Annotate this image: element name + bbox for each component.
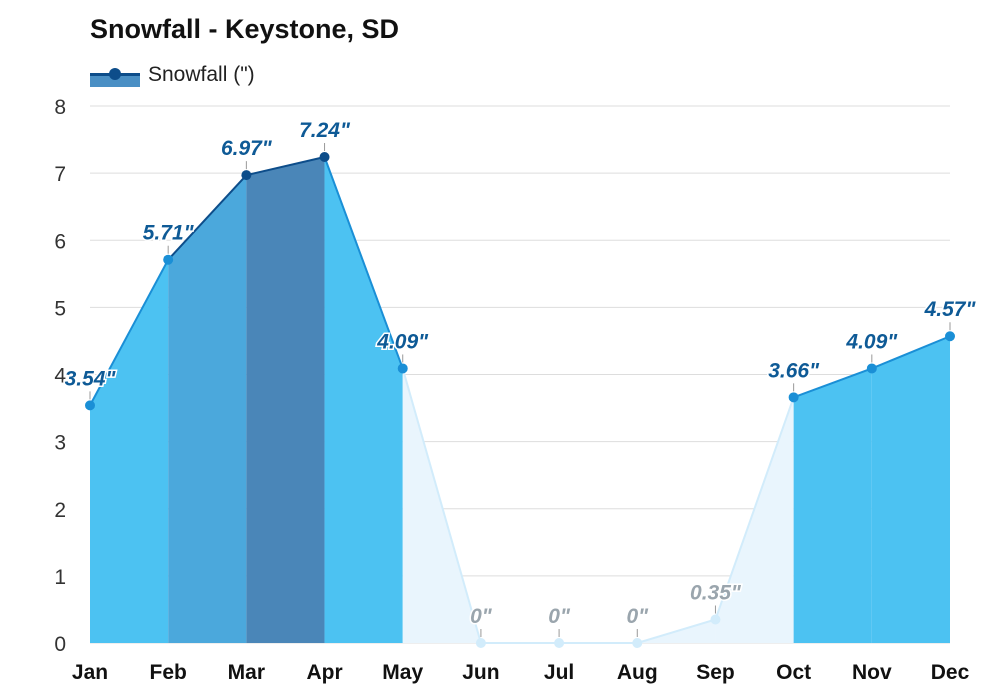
data-point (475, 638, 486, 648)
data-label: 4.09" (376, 330, 429, 353)
data-label: 0" (548, 605, 571, 628)
data-point (554, 638, 565, 648)
area-band (168, 175, 247, 644)
x-tick-label: Jun (462, 661, 499, 684)
series-lines (89, 156, 951, 644)
legend-label: Snowfall (") (148, 63, 255, 86)
data-label: 0" (626, 605, 649, 628)
data-points (85, 143, 955, 648)
area-band (715, 397, 794, 643)
series-line-segment (714, 396, 795, 620)
y-tick-label: 1 (54, 566, 66, 589)
y-axis-ticks: 0 1 2 3 4 5 6 7 8 (54, 96, 66, 656)
data-point (632, 638, 643, 648)
data-point (397, 363, 408, 374)
data-point (163, 254, 174, 265)
y-tick-label: 2 (54, 499, 66, 522)
x-tick-label: Oct (776, 661, 811, 684)
legend-swatch-icon (90, 63, 140, 87)
data-point (866, 363, 877, 374)
y-tick-label: 5 (54, 297, 66, 320)
x-tick-label: Dec (931, 661, 970, 684)
x-tick-label: Nov (852, 661, 892, 684)
y-tick-label: 8 (54, 96, 66, 119)
data-labels: 3.54" 5.71" 6.97" 7.24" 4.09" 0" 0" 0" 0.35" 3.66… (63, 118, 978, 630)
chart-title: Snowfall - Keystone, SD (90, 14, 400, 44)
data-label: 3.54" (65, 367, 117, 390)
data-point (241, 170, 252, 181)
y-tick-label: 6 (54, 230, 66, 253)
series-line-segment (871, 335, 951, 370)
data-label: 5.71" (143, 222, 195, 245)
area-band (246, 157, 325, 643)
series-line-segment (636, 618, 716, 644)
data-point (85, 400, 95, 411)
x-tick-label: May (382, 661, 423, 684)
data-label: 4.09" (845, 330, 898, 353)
x-tick-label: Sep (696, 661, 735, 684)
series-line-segment (167, 174, 248, 261)
data-point (710, 614, 721, 625)
area-band (793, 368, 872, 643)
y-tick-label: 4 (54, 365, 66, 388)
data-label: 6.97" (221, 137, 273, 160)
series-line-segment (401, 368, 482, 644)
x-tick-label: Aug (617, 661, 658, 684)
x-tick-label: Jan (72, 661, 108, 684)
data-label: 0" (470, 605, 493, 628)
legend[interactable]: Snowfall (") (90, 62, 255, 88)
area-band (90, 259, 169, 643)
area-band (324, 157, 403, 643)
series-line-segment (323, 156, 404, 369)
data-point (945, 331, 955, 342)
area-fills (90, 157, 950, 644)
x-tick-label: Mar (228, 661, 265, 684)
y-tick-label: 0 (54, 633, 66, 656)
series-line-segment (246, 156, 325, 177)
y-tick-label: 3 (54, 432, 66, 455)
x-tick-label: Jul (544, 661, 574, 684)
x-tick-label: Feb (150, 661, 187, 684)
series-line-segment (793, 367, 873, 399)
data-label: 7.24" (299, 119, 351, 142)
y-tick-label: 7 (54, 163, 66, 186)
data-label: 0.35" (690, 582, 742, 605)
x-tick-label: Apr (306, 661, 342, 684)
area-band (871, 336, 950, 643)
series-line-segment (89, 259, 170, 406)
data-point (788, 392, 799, 403)
data-label: 4.57" (924, 298, 977, 321)
data-point (319, 152, 330, 163)
x-axis-ticks: Jan Feb Mar Apr May Jun Jul Aug Sep Oct Nov Dec (72, 661, 970, 684)
data-label: 3.66" (768, 359, 820, 382)
